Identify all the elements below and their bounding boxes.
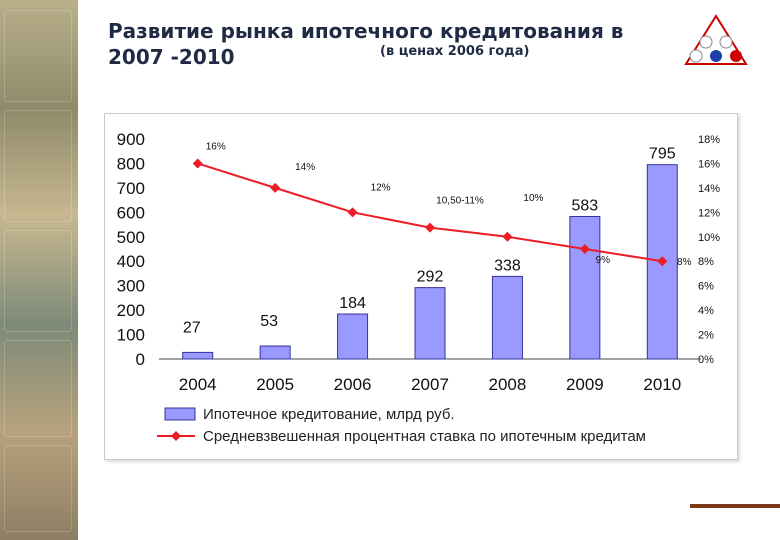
bar-value-label: 583 <box>572 197 599 214</box>
legend-bar-swatch <box>164 407 196 421</box>
right-axis-tick-label: 8% <box>698 256 714 268</box>
rate-value-label: 16% <box>206 141 226 152</box>
bar <box>569 215 601 360</box>
bar <box>491 275 523 360</box>
banknote-decoration <box>4 10 72 102</box>
bar-labels: 27 53 184 292 338 583 795 <box>183 146 676 337</box>
bar-value-label: 292 <box>417 269 444 286</box>
left-axis-tick-label: 900 <box>117 130 145 149</box>
rate-value-label: 14% <box>295 162 315 173</box>
decorative-banknote-strip <box>0 0 78 540</box>
right-axis-tick-label: 12% <box>698 207 720 219</box>
rate-value-label: 12% <box>371 182 391 193</box>
banknote-decoration <box>4 230 72 332</box>
page-title: Развитие рынка ипотечного кредитования в… <box>108 19 624 69</box>
bar <box>259 345 291 360</box>
right-axis-tick-label: 10% <box>698 232 720 244</box>
chart-frame: 0 100 200 300 400 500 600 700 800 900 0% 2% 4% 6% 8% 1… <box>104 113 738 460</box>
left-axis-tick-label: 100 <box>117 326 145 345</box>
left-axis-tick-label: 700 <box>117 179 145 198</box>
x-axis-tick-label: 2008 <box>489 375 527 394</box>
bar <box>414 287 446 360</box>
bar <box>337 313 369 360</box>
right-axis-tick-label: 6% <box>698 281 714 293</box>
decorative-line <box>690 504 780 508</box>
right-axis: 0% 2% 4% 6% 8% 10% 12% 14% 16% 18% <box>698 134 720 366</box>
rate-point <box>502 231 513 242</box>
bar-series <box>182 164 678 360</box>
left-axis-tick-label: 600 <box>117 203 145 222</box>
right-axis-tick-label: 16% <box>698 158 720 170</box>
right-axis-tick-label: 18% <box>698 134 720 146</box>
bar-value-label: 27 <box>183 319 201 336</box>
banknote-decoration <box>4 110 72 222</box>
x-axis-tick-label: 2005 <box>256 375 294 394</box>
rate-point <box>192 158 203 169</box>
left-axis: 0 100 200 300 400 500 600 700 800 900 <box>117 130 145 369</box>
left-axis-tick-label: 500 <box>117 228 145 247</box>
x-axis-tick-label: 2007 <box>411 375 449 394</box>
bar-value-label: 53 <box>260 313 278 330</box>
rate-point <box>657 256 668 267</box>
right-axis-tick-label: 2% <box>698 330 714 342</box>
x-axis-tick-label: 2004 <box>179 375 217 394</box>
right-axis-tick-label: 0% <box>698 354 714 366</box>
right-axis-tick-label: 4% <box>698 305 714 317</box>
x-axis-tick-label: 2006 <box>334 375 372 394</box>
page-subtitle: (в ценах 2006 года) <box>380 44 530 59</box>
x-axis-tick-label: 2010 <box>643 375 681 394</box>
left-axis-tick-label: 200 <box>117 301 145 320</box>
rate-value-label: 10,50-11% <box>436 196 484 207</box>
left-axis-tick-label: 400 <box>117 252 145 271</box>
logo-icon <box>684 14 748 65</box>
rate-point <box>270 182 281 193</box>
banknote-decoration <box>4 445 72 532</box>
left-axis-tick-label: 300 <box>117 277 145 296</box>
line-labels: 16% 14% 12% 10,50-11% 10% 9% 8% <box>206 141 692 268</box>
rate-point <box>579 244 590 254</box>
x-axis-tick-label: 2009 <box>566 375 604 394</box>
line-series <box>192 158 668 267</box>
rate-value-label: 8% <box>677 257 692 268</box>
left-axis-tick-label: 800 <box>117 154 145 173</box>
x-axis-ticks: 2004 2005 2006 2007 2008 2009 2010 <box>179 375 681 394</box>
legend-line-marker <box>171 431 181 441</box>
bar <box>182 351 214 360</box>
bar-value-label: 795 <box>649 146 676 163</box>
legend-line-label: Средневзвешенная процентная ставка по ип… <box>203 428 646 445</box>
legend-bar-label: Ипотечное кредитование, млрд руб. <box>203 406 455 423</box>
left-axis-tick-label: 0 <box>136 350 145 369</box>
rate-point <box>425 222 435 233</box>
rate-value-label: 10% <box>523 193 543 204</box>
legend: Ипотечное кредитование, млрд руб. Средне… <box>157 406 646 445</box>
bar-value-label: 338 <box>494 257 521 274</box>
rate-point <box>347 207 358 218</box>
banknote-decoration <box>4 340 72 437</box>
bar-value-label: 184 <box>339 295 366 312</box>
rate-value-label: 9% <box>596 255 611 266</box>
right-axis-tick-label: 14% <box>698 183 720 195</box>
